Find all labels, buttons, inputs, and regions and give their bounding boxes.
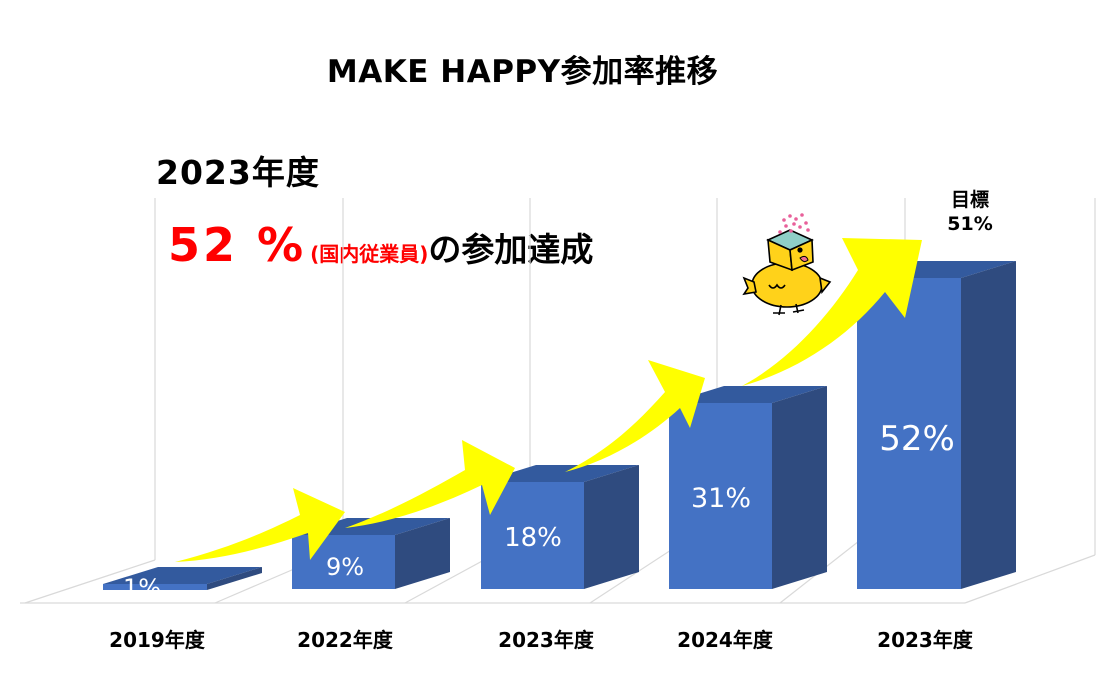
goal-value: 51%	[947, 213, 993, 235]
x-axis-labels: 2019年度 2022年度 2023年度 2024年度 2023年度	[0, 624, 1120, 654]
goal-annotation: 目標 51%	[930, 188, 1010, 236]
goal-label: 目標	[950, 189, 989, 211]
bar-2024	[669, 386, 827, 589]
trend-arrows	[175, 238, 922, 562]
x-label-2023: 2023年度	[498, 628, 594, 652]
x-label-2019: 2019年度	[109, 628, 205, 652]
bar-label-2022: 9%	[326, 553, 364, 581]
achievement-suffix: の参加達成	[428, 230, 594, 269]
bar-2019	[103, 567, 262, 590]
chick-mascot-icon	[742, 213, 832, 316]
achievement-percent: 52 %	[168, 218, 307, 272]
bar-label-target: 52%	[879, 419, 955, 459]
bar-2023	[481, 465, 639, 589]
bar-2023-target	[857, 261, 1016, 589]
x-label-2024: 2024年度	[677, 628, 773, 652]
arrow-icon	[742, 238, 922, 386]
x-label-2023-target: 2023年度	[877, 628, 973, 652]
achievement-scope: (国内従業員)	[310, 242, 429, 266]
bar-label-2019: 1%	[123, 574, 161, 602]
chart-title: MAKE HAPPY参加率推移	[326, 54, 719, 90]
arrow-icon	[565, 360, 705, 472]
achievement-statement: 52 % (国内従業員)の参加達成	[168, 218, 593, 272]
headline-year: 2023年度	[156, 153, 320, 192]
arrow-icon	[175, 488, 345, 562]
arrow-icon	[345, 440, 515, 528]
bar-label-2024: 31%	[691, 483, 751, 514]
x-label-2022: 2022年度	[297, 628, 393, 652]
bar-label-2023: 18%	[504, 523, 562, 553]
